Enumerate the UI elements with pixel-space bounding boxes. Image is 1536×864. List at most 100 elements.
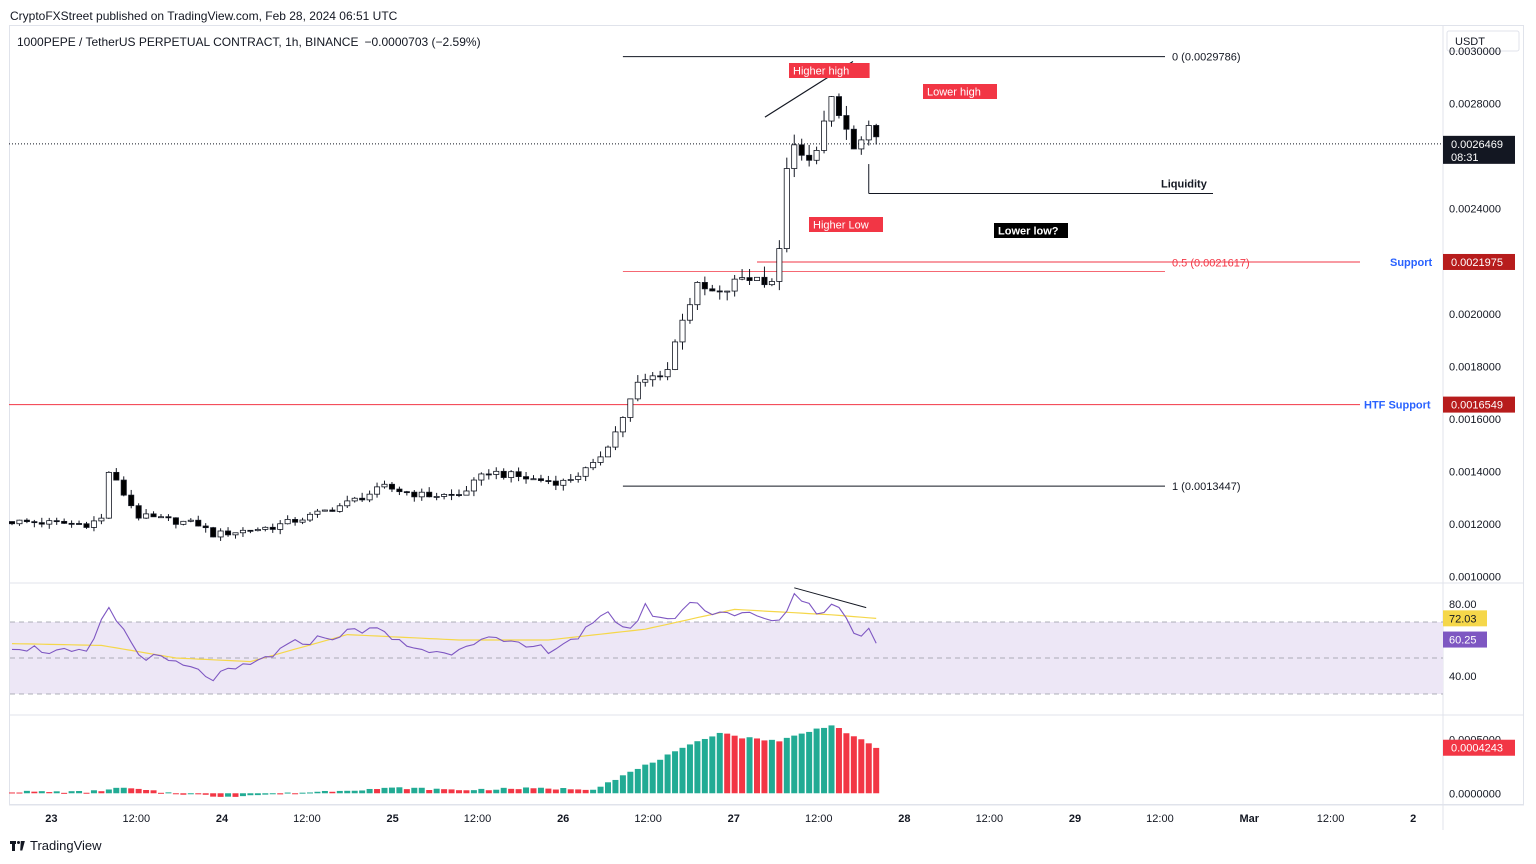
histogram-bar — [657, 759, 664, 794]
published-header: CryptoFXStreet published on TradingView.… — [10, 9, 398, 23]
histogram-bar — [76, 791, 83, 794]
candle — [552, 480, 559, 486]
candle — [277, 523, 284, 530]
histogram-bar — [500, 787, 507, 794]
histogram-bar — [187, 793, 194, 795]
annotation-label: Higher Low — [813, 220, 869, 232]
currency-button[interactable] — [1446, 30, 1520, 52]
histogram-bar — [575, 789, 582, 794]
candle — [768, 281, 775, 286]
candle — [16, 519, 23, 525]
tradingview-logo[interactable]: TradingView — [10, 838, 102, 853]
histogram-bar — [560, 788, 567, 794]
candle — [83, 523, 90, 528]
candle — [157, 516, 164, 519]
candle — [76, 523, 83, 525]
candle — [530, 478, 537, 481]
histogram-bar — [150, 790, 157, 794]
rsi-line — [11, 592, 877, 682]
candle — [180, 520, 187, 525]
histogram-bar — [396, 787, 403, 794]
candle — [314, 510, 321, 515]
candle — [329, 509, 336, 512]
candle — [143, 513, 150, 519]
histogram-bar — [90, 790, 97, 794]
histogram-bar — [441, 789, 448, 794]
divergence-line — [794, 587, 867, 609]
histogram-bar — [783, 737, 790, 794]
histogram-bar — [754, 738, 760, 794]
candle — [195, 519, 202, 527]
histogram-bar — [694, 741, 701, 794]
tradingview-logo-icon — [10, 840, 26, 851]
candle — [672, 341, 679, 370]
candle — [53, 520, 60, 523]
symbol-info[interactable]: 1000PEPE / TetherUS PERPETUAL CONTRACT, … — [17, 35, 481, 49]
histogram-bar — [239, 793, 246, 797]
price-axis-tick: 0.0014000 — [1449, 467, 1501, 479]
histogram-bar — [515, 789, 522, 794]
candle — [344, 500, 351, 507]
candle — [791, 144, 798, 169]
histogram-bar — [873, 747, 880, 794]
candle — [366, 493, 373, 501]
time-axis-tick: 12:00 — [634, 813, 662, 825]
annotation-box — [789, 63, 870, 78]
histogram-bar — [686, 744, 693, 794]
histogram-bar — [359, 790, 366, 794]
rsi-axis-tick: 40.00 — [1449, 671, 1477, 683]
histogram-bar — [321, 790, 328, 794]
liquidity-label: Liquidity — [1161, 178, 1208, 190]
annotation-box — [923, 84, 997, 99]
time-axis-tick: 12:00 — [1146, 813, 1174, 825]
histogram-bar — [776, 741, 783, 794]
histogram-bar — [664, 754, 671, 794]
rsi-tag — [1443, 631, 1487, 648]
histogram-bar — [135, 788, 142, 794]
countdown: 08:31 — [1451, 152, 1479, 164]
histogram-bar — [619, 775, 626, 794]
candle — [426, 491, 433, 498]
time-axis-tick: 27 — [728, 813, 740, 825]
currency-label: USDT — [1455, 36, 1485, 48]
histogram-bar — [530, 788, 537, 794]
last-price-value: 0.0026469 — [1451, 139, 1503, 151]
fib-level-label: 0 (0.0029786) — [1172, 52, 1241, 64]
histogram-bar — [202, 793, 209, 795]
histogram-bar — [388, 787, 395, 794]
candle — [388, 483, 395, 490]
candle — [731, 278, 738, 292]
candle — [306, 513, 313, 521]
candle — [701, 282, 708, 290]
candle — [135, 505, 142, 519]
rsi-value: 60.25 — [1449, 635, 1477, 647]
candle — [262, 526, 269, 530]
histogram-bar — [567, 789, 574, 794]
candle — [776, 248, 783, 282]
candle — [61, 520, 68, 524]
time-axis-tick: 26 — [557, 813, 569, 825]
histogram-bar — [806, 731, 813, 794]
candle — [850, 128, 857, 150]
candle — [239, 529, 246, 534]
candle — [351, 497, 358, 502]
price-axis-tick: 0.0010000 — [1449, 572, 1501, 584]
histogram-bar — [158, 792, 164, 794]
histogram-bar — [679, 747, 686, 794]
time-axis-tick: 24 — [216, 813, 229, 825]
histogram-bar — [16, 792, 23, 794]
histogram-bar — [329, 791, 336, 794]
histogram-bar — [195, 793, 202, 795]
histogram-bar — [828, 725, 835, 794]
fib-level-label: 1 (0.0013447) — [1172, 481, 1241, 493]
candle — [605, 446, 612, 458]
candle — [90, 520, 97, 528]
histogram-bar — [232, 793, 239, 797]
last-price-tag — [1443, 135, 1515, 164]
histogram-bar — [366, 788, 373, 794]
rsi-axis-tick: 80.00 — [1449, 599, 1477, 611]
candle — [858, 139, 865, 150]
candle — [299, 519, 306, 523]
histogram-bar — [582, 789, 589, 794]
